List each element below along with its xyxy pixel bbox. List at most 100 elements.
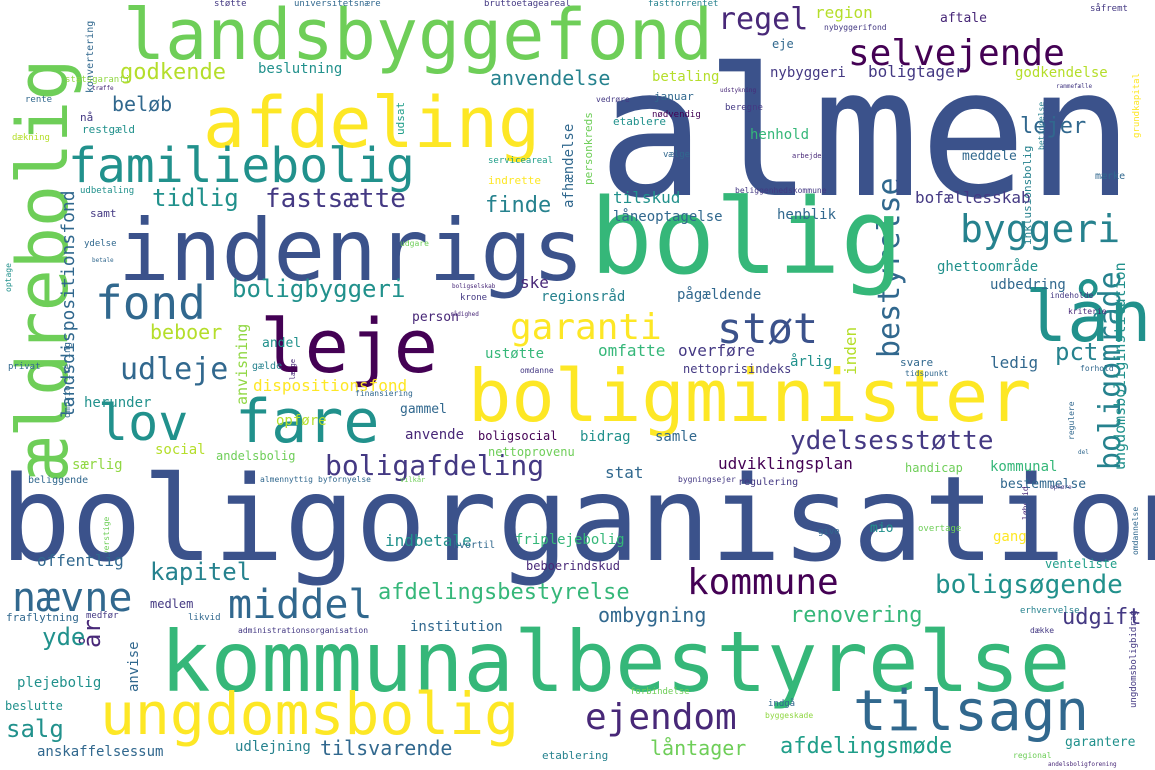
word-boligsocial: boligsocial [478,429,558,443]
word-forbindelse: forbindelse [630,687,690,697]
word-laantager: låntager [650,736,747,760]
word-indgaa: indgå [768,699,796,709]
word-omfatte: omfatte [598,341,666,360]
word-aarlig: årlig [790,354,833,370]
word-fastsaette: fastsætte [265,184,406,214]
word-udviklingsplan: udviklingsplan [718,454,853,473]
word-region: region [815,3,873,22]
word-garantere: garantere [1065,735,1136,750]
word-indenrigs: indenrigs [118,201,584,301]
word-boligtager: boligtager [868,62,965,81]
word-nybyggeri: nybyggeri [770,65,846,81]
word-vedroere: vedrøre [596,95,630,104]
word-boligsoegende: boligsøgende [935,570,1123,600]
word-serviceareal: serviceareal [488,156,554,166]
word-maerke: mærke [1095,171,1126,182]
word-laan: lån [1025,276,1152,358]
word-anvendelse: anvendelse [490,66,611,90]
word-plejebolig: plejebolig [17,675,102,691]
word-herunder: herunder [84,395,152,411]
word-ompriortering: omprioritering [63,342,73,418]
word-anskaffelsessum: anskaffelsessum [37,744,164,760]
word-indbetale: indbetale [385,531,472,550]
word-henblik: henblik [777,207,837,223]
word-regional: regional [1013,751,1052,760]
word-udbedring: udbedring [990,277,1066,293]
word-personkreds: personkreds [582,112,595,185]
word-daekke: dække [1030,626,1055,635]
word-ghettoomraade: ghettoområde [937,259,1039,275]
word-betaling: betaling [652,69,720,85]
word-ledig: ledig [990,353,1039,372]
word-medfoer: medfør [86,611,119,621]
word-beboer: beboer [150,320,223,344]
word-garanti: garanti [510,307,662,348]
word-give: give [818,527,840,537]
word-betale: betale [92,257,114,264]
word-boligminister: boligminister [468,354,1032,438]
word-ejendom: ejendom [585,697,737,738]
word-anvende: anvende [405,427,465,443]
word-ske: ske [520,273,549,292]
word-fare: fare [235,387,380,457]
word-ophoere: ophøre [1050,484,1072,491]
word-hvortil: hvortil [453,540,496,551]
word-finde: finde [485,193,552,218]
word-indrette: indrette [488,174,541,187]
word-afdelingsbestyrelse: afdelingsbestyrelse [378,580,630,605]
word-universitetsnaere: universitetsnære [294,0,381,9]
word-del: del [1078,449,1089,456]
word-administrationsorganisation: administrationsorganisation [238,626,369,635]
word-opfoere: opføre [276,413,327,429]
word-meddele: meddele [962,149,1017,164]
word-ombygning: ombygning [598,603,707,627]
word-tidlig: tidlig [152,184,239,212]
word-afhaendelse: afhændelse [561,123,577,208]
word-udbetaling: udbetaling [80,186,135,196]
word-indeholde: indeholde [1050,291,1094,300]
word-stat: stat [605,463,644,482]
word-rammefaelle: rammefælle [1056,83,1093,90]
word-noedvendig: nødvendig [652,110,701,120]
word-udgift: udgift [1062,605,1142,630]
word-selvejende: selvejende [848,33,1065,74]
word-byggeri: byggeri [960,207,1121,251]
word-fraflytning: fraflytning [6,611,79,624]
word-etablering: etablering [542,749,609,762]
word-bestemmelse: bestemmelse [1000,477,1087,492]
word-social: social [155,442,206,458]
word-nybyggerifond: nybyggerifond [824,23,887,32]
word-bruttoetageareal: bruttoetageareal [484,0,571,9]
word-tidspunkt: tidspunkt [905,369,949,378]
word-lov: lov [98,394,189,452]
word-omdanne: omdanne [520,366,554,375]
word-likvid: likvid [188,613,221,623]
word-boligselskab: boligselskab [452,283,496,290]
word-institution: institution [410,619,503,635]
word-raadighed: rådighed [450,311,479,318]
word-udgare: udgare [400,239,429,248]
word-yde: yde [42,623,86,651]
word-samle: samle [655,429,698,445]
word-boligorganisation: boligorganisation [0,450,1155,588]
word-handicap: handicap [905,461,963,475]
word-kapitel: kapitel [150,558,252,586]
word-henhold: henhold [750,127,810,143]
word-tilskud: tilskud [613,188,681,207]
word-person: person [412,310,459,325]
word-saafremt: såfremt [1090,4,1128,14]
word-udleje: udleje [120,352,229,387]
word-regionsraad: regionsråd [541,289,626,305]
word-friplejebolig: friplejebolig [515,532,625,548]
word-boligbyggeri: boligbyggeri [232,275,406,303]
word-gang: gang [993,529,1027,545]
word-ydelsesstoette: ydelsesstøtte [790,426,994,456]
word-beliggende: beliggende [28,475,89,486]
word-kriterie: kriterie [1068,307,1107,316]
word-saerlig: særlig [72,457,123,473]
word-regulering: regulering [738,477,799,488]
word-beloeb: beløb [112,92,173,116]
word-januar: januar [654,90,694,103]
word-boligafdeling: boligafdeling [325,449,545,482]
